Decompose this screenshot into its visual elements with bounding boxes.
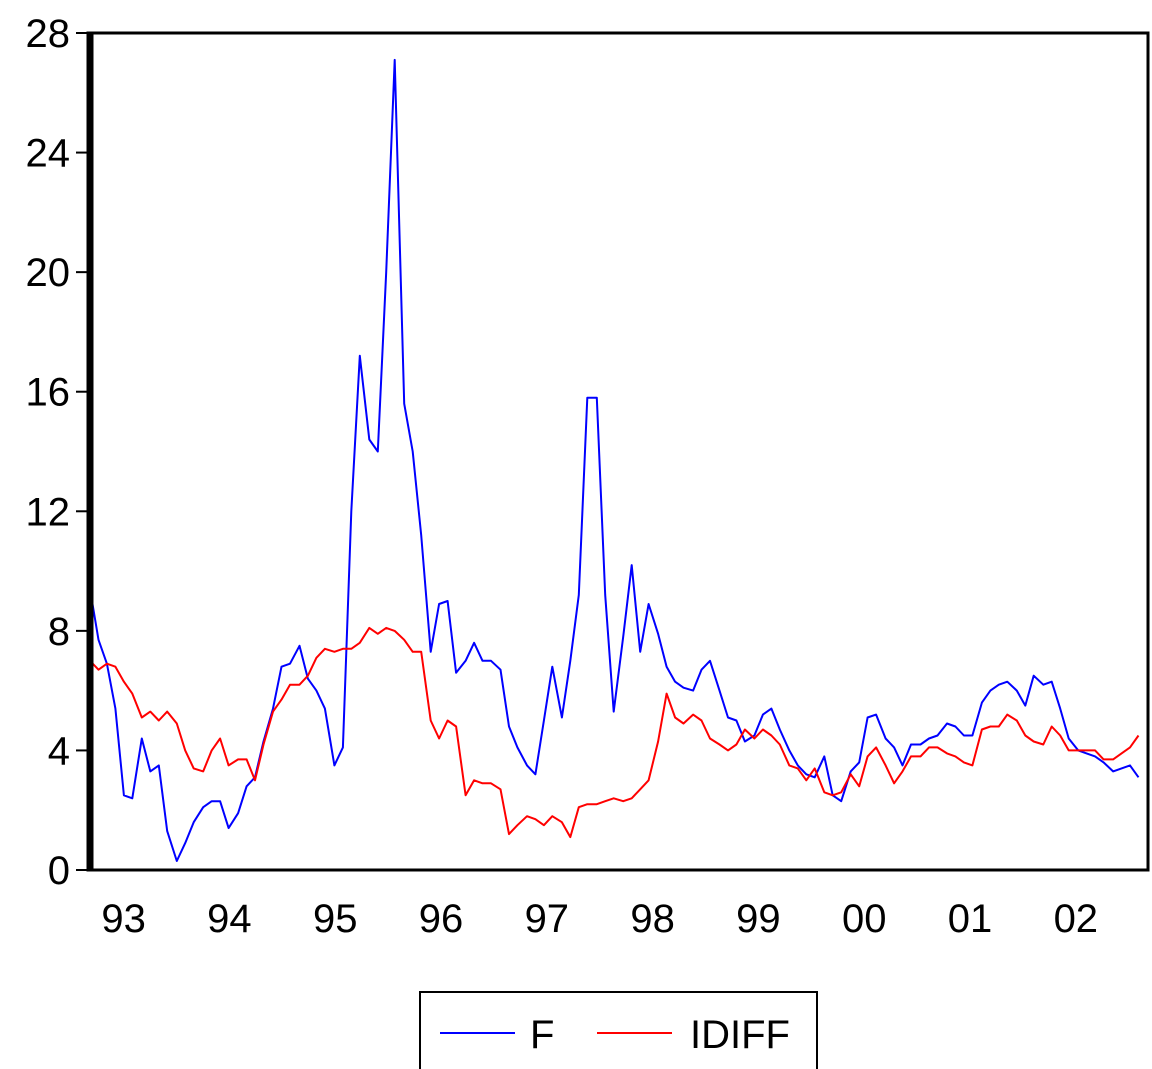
x-tick-label-5: 98 [630, 897, 675, 941]
y-tick-label-1: 4 [48, 729, 70, 773]
y-tick-label-4: 16 [26, 371, 71, 415]
y-tick-label-7: 28 [26, 12, 71, 56]
legend-label-f: F [530, 1013, 554, 1057]
x-tick-label-2: 95 [313, 897, 358, 941]
x-axis: 93 94 95 96 97 98 99 00 01 02 [101, 897, 1098, 941]
y-tick-label-0: 0 [48, 849, 70, 893]
x-tick-label-3: 96 [419, 897, 464, 941]
x-tick-label-1: 94 [207, 897, 252, 941]
y-axis: 0 4 8 12 16 20 24 28 [26, 12, 90, 893]
legend-frame [419, 991, 818, 1069]
y-tick-label-3: 12 [26, 490, 71, 534]
y-tick-label-5: 20 [26, 251, 71, 295]
x-tick-label-6: 99 [736, 897, 781, 941]
x-tick-label-8: 01 [948, 897, 993, 941]
legend-label-idiff: IDIFF [690, 1013, 790, 1057]
legend: F IDIFF [419, 991, 818, 1069]
series-line-idiff [89, 626, 1140, 839]
y-tick-label-6: 24 [26, 132, 71, 176]
x-tick-label-7: 00 [842, 897, 887, 941]
y-tick-label-2: 8 [48, 610, 70, 654]
x-tick-label-0: 93 [101, 897, 146, 941]
x-tick-label-9: 02 [1054, 897, 1099, 941]
plot-lines [89, 58, 1140, 862]
x-tick-label-4: 97 [525, 897, 570, 941]
